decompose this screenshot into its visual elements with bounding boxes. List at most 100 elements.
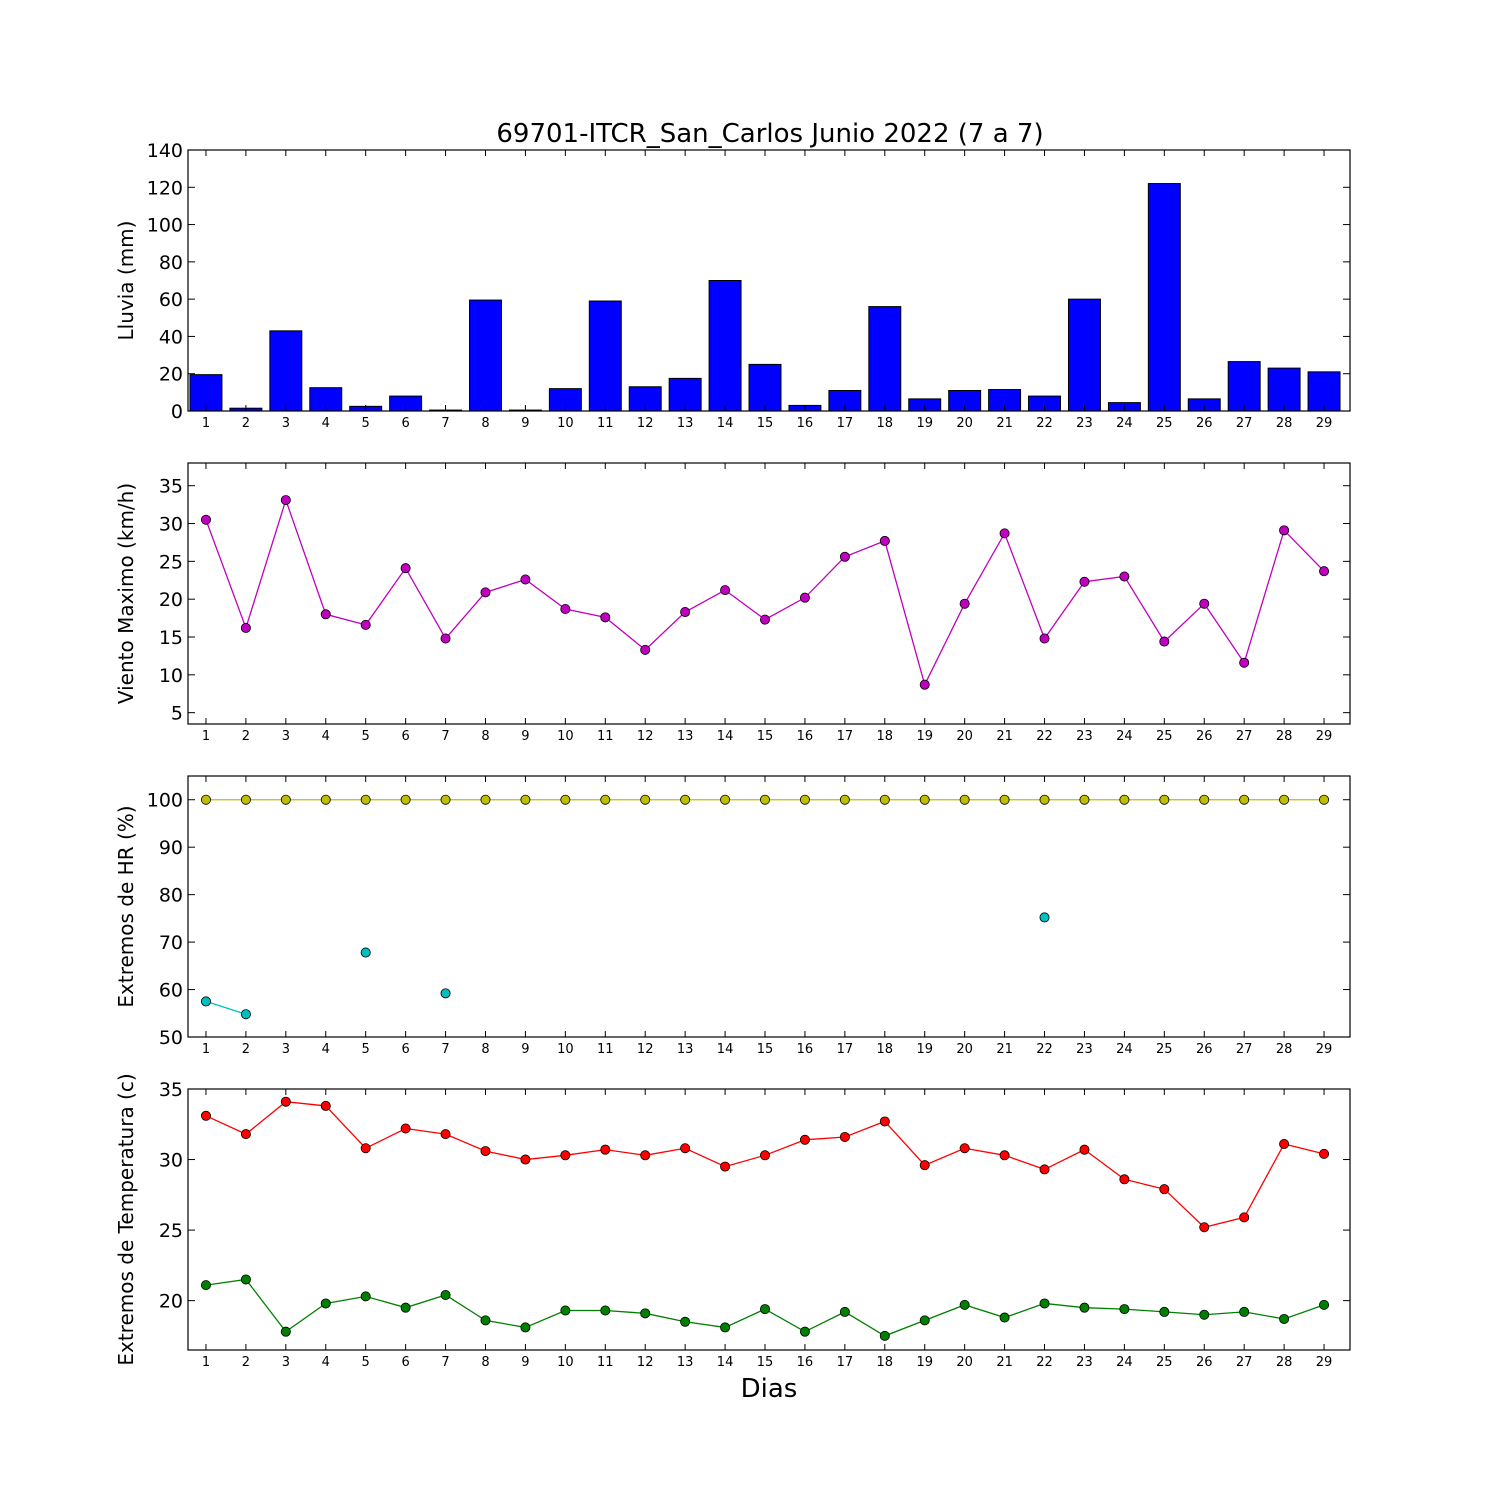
series-1-point-day-21: [999, 1150, 1010, 1161]
x-tick-label: 14: [717, 1355, 734, 1370]
axes-frame: [187, 775, 1351, 1038]
series-2-point-day-4: [320, 1298, 331, 1309]
y-tick-label: 60: [159, 289, 183, 311]
y-axis-label: Extremos de Temperatura (c): [114, 1073, 138, 1365]
series-2-point-day-2: [240, 1009, 251, 1020]
x-tick-label: 21: [996, 416, 1013, 431]
x-tick-label: 24: [1116, 416, 1133, 431]
y-tick-label: 10: [159, 665, 183, 687]
x-tick-label: 14: [717, 416, 734, 431]
x-tick-label: 11: [597, 1355, 614, 1370]
series-1-point-day-7: [440, 794, 451, 805]
x-tick-label: 15: [757, 729, 774, 744]
axes-frame: [187, 1088, 1351, 1351]
x-axis-label: Dias: [741, 1374, 798, 1404]
series-2-point-day-3: [280, 1326, 291, 1337]
series-1-point-day-26: [1199, 598, 1210, 609]
x-tick-label: 16: [797, 1355, 814, 1370]
x-tick-label: 28: [1276, 416, 1293, 431]
y-tick-label: 100: [147, 215, 183, 237]
series-1-point-day-11: [600, 612, 611, 623]
x-tick-label: 6: [401, 1355, 409, 1370]
series-1-point-day-27: [1239, 1212, 1250, 1223]
series-1-point-day-4: [320, 609, 331, 620]
series-1-point-day-24: [1119, 1174, 1130, 1185]
x-tick-label: 16: [797, 1042, 814, 1057]
axes-frame: [187, 149, 1351, 412]
series-1-point-day-14: [720, 794, 731, 805]
series-1-point-day-21: [999, 528, 1010, 539]
series-1-point-day-25: [1159, 636, 1170, 647]
x-tick-label: 2: [242, 416, 250, 431]
series-1-point-day-28: [1279, 1139, 1290, 1150]
x-tick-label: 28: [1276, 1042, 1293, 1057]
series-2-point-day-2: [240, 1274, 251, 1285]
y-axis-label: Viento Maximo (km/h): [114, 483, 138, 704]
series-1-point-day-10: [560, 1150, 571, 1161]
x-tick-label: 25: [1156, 729, 1173, 744]
y-tick-label: 20: [159, 1291, 183, 1313]
y-tick-label: 0: [171, 401, 183, 423]
x-tick-label: 20: [956, 1355, 973, 1370]
x-tick-label: 3: [282, 1042, 290, 1057]
series-2-point-day-10: [560, 1305, 571, 1316]
x-tick-label: 13: [677, 1355, 694, 1370]
series-1-point-day-17: [839, 1131, 850, 1142]
series-2-point-day-18: [879, 1330, 890, 1341]
series-1-point-day-3: [280, 495, 291, 506]
series-2-point-day-6: [400, 1302, 411, 1313]
series-2-point-day-17: [839, 1306, 850, 1317]
panel-2: 1 2 3 4 5 6 7 8 9 10 11 12 13 14 15 16 17 18 19 20 21 22 23 24 2…: [114, 462, 1351, 744]
series-1-point-day-1: [200, 514, 211, 525]
series-1-point-day-14: [720, 585, 731, 596]
bar-day-27: [1227, 361, 1261, 412]
x-tick-label: 25: [1156, 1355, 1173, 1370]
series-1-point-day-5: [360, 1143, 371, 1154]
y-tick-label: 90: [159, 837, 183, 859]
x-tick-label: 28: [1276, 729, 1293, 744]
x-tick-label: 21: [996, 729, 1013, 744]
x-tick-label: 19: [916, 416, 933, 431]
x-tick-label: 12: [637, 1042, 654, 1057]
y-tick-label: 70: [159, 932, 183, 954]
series-2-point-day-16: [799, 1326, 810, 1337]
series-2-point-day-14: [720, 1322, 731, 1333]
series-1-point-day-2: [240, 794, 251, 805]
x-tick-label: 14: [717, 1042, 734, 1057]
x-tick-label: 3: [282, 729, 290, 744]
x-tick-label: 18: [877, 729, 894, 744]
x-tick-label: 15: [757, 1042, 774, 1057]
x-tick-label: 4: [322, 729, 330, 744]
bar-day-3: [269, 330, 303, 412]
x-tick-label: 1: [202, 1042, 210, 1057]
y-tick-label: 30: [159, 514, 183, 536]
series-1-point-day-27: [1239, 794, 1250, 805]
series-1-point-day-23: [1079, 794, 1090, 805]
y-tick-label: 20: [159, 589, 183, 611]
series-1-point-day-28: [1279, 794, 1290, 805]
y-tick-label: 20: [159, 364, 183, 386]
series-2-point-day-22: [1039, 1298, 1050, 1309]
series-1-point-day-24: [1119, 571, 1130, 582]
series-1-point-day-1: [200, 794, 211, 805]
x-tick-label: 22: [1036, 416, 1053, 431]
y-tick-label: 80: [159, 252, 183, 274]
x-tick-label: 14: [717, 729, 734, 744]
bar-day-29: [1307, 371, 1341, 412]
y-tick-label: 100: [147, 790, 183, 812]
series-1-point-day-26: [1199, 1222, 1210, 1233]
x-tick-label: 7: [441, 1042, 449, 1057]
bar-day-1: [189, 374, 223, 412]
x-tick-label: 19: [916, 1355, 933, 1370]
series-1-point-day-22: [1039, 633, 1050, 644]
x-tick-label: 29: [1316, 416, 1333, 431]
x-tick-label: 26: [1196, 1355, 1213, 1370]
series-1-point-day-12: [640, 794, 651, 805]
series-1-point-day-6: [400, 1123, 411, 1134]
x-tick-label: 6: [401, 416, 409, 431]
x-tick-label: 7: [441, 1355, 449, 1370]
bar-day-25: [1147, 183, 1181, 412]
x-tick-label: 9: [521, 729, 529, 744]
series-1-point-day-3: [280, 1096, 291, 1107]
x-tick-label: 22: [1036, 1042, 1053, 1057]
